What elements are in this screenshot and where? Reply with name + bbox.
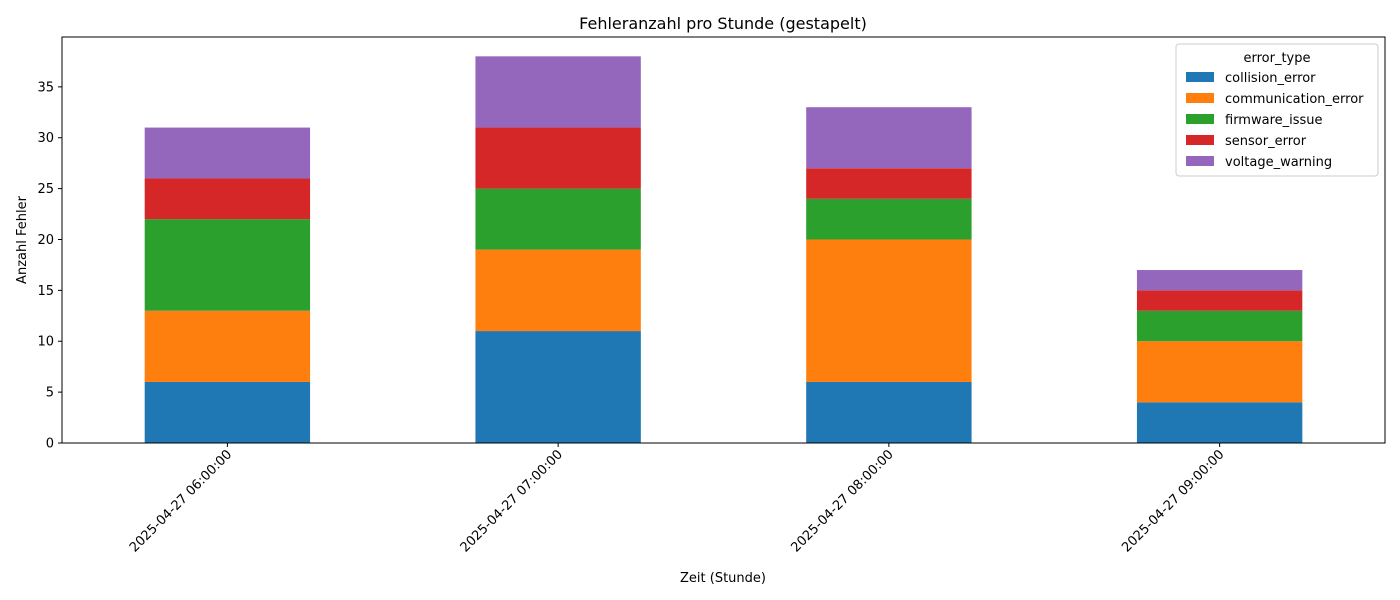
bar-segment-collision-error-1 xyxy=(475,331,641,443)
bar-segment-voltage-warning-0 xyxy=(144,127,311,179)
y-tick-label: 5 xyxy=(46,386,54,401)
legend-label-communication-error: communication_error xyxy=(1225,92,1364,107)
y-axis-label: Anzahl Fehler xyxy=(15,195,30,284)
x-tick-label: 2025-04-27 08:00:00 xyxy=(788,447,896,555)
y-tick-label: 20 xyxy=(37,233,54,248)
bar-segment-communication-error-1 xyxy=(475,249,641,332)
x-tick-label: 2025-04-27 06:00:00 xyxy=(127,447,235,555)
y-tick-label: 25 xyxy=(37,182,54,197)
legend-swatch-firmware-issue xyxy=(1186,114,1214,124)
bar-segment-sensor-error-1 xyxy=(475,127,641,189)
chart-title: Fehleranzahl pro Stunde (gestapelt) xyxy=(579,14,867,33)
legend-label-voltage-warning: voltage_warning xyxy=(1225,155,1332,170)
y-tick-label: 15 xyxy=(37,284,54,299)
bar-segment-sensor-error-3 xyxy=(1136,290,1303,311)
y-tick-label: 10 xyxy=(37,335,54,350)
legend-swatch-communication-error xyxy=(1186,93,1214,103)
bars-group xyxy=(144,56,1303,443)
bar-segment-voltage-warning-1 xyxy=(475,56,641,128)
legend-title: error_type xyxy=(1243,51,1310,66)
bar-segment-collision-error-3 xyxy=(1136,402,1303,443)
plot-frame xyxy=(61,36,1386,444)
x-axis: 2025-04-27 06:00:00 2025-04-27 07:00:00 20… xyxy=(127,443,1227,555)
legend-label-firmware-issue: firmware_issue xyxy=(1225,113,1323,128)
bar-segment-firmware-issue-3 xyxy=(1136,310,1303,342)
bar-segment-communication-error-2 xyxy=(806,239,972,382)
bar-segment-communication-error-3 xyxy=(1136,341,1303,403)
bar-segment-firmware-issue-0 xyxy=(144,219,311,311)
y-axis: 0 5 10 15 20 25 30 35 xyxy=(37,80,62,452)
bar-segment-sensor-error-0 xyxy=(144,178,311,220)
bar-segment-voltage-warning-3 xyxy=(1136,270,1303,291)
legend-label-sensor-error: sensor_error xyxy=(1225,134,1307,149)
bar-segment-voltage-warning-2 xyxy=(806,107,972,169)
x-tick-label: 2025-04-27 09:00:00 xyxy=(1119,447,1227,555)
bar-segment-firmware-issue-1 xyxy=(475,188,641,250)
bar-segment-collision-error-2 xyxy=(806,381,972,443)
y-tick-label: 0 xyxy=(46,437,54,452)
bar-segment-communication-error-0 xyxy=(144,310,311,382)
y-tick-label: 30 xyxy=(37,131,54,146)
bar-segment-collision-error-0 xyxy=(144,381,311,443)
legend-label-collision-error: collision_error xyxy=(1225,71,1316,86)
legend-swatch-collision-error xyxy=(1186,72,1214,82)
y-tick-label: 35 xyxy=(37,80,54,95)
legend: error_type collision_error communication_… xyxy=(1175,43,1379,177)
x-axis-label: Zeit (Stunde) xyxy=(680,571,766,586)
bar-segment-sensor-error-2 xyxy=(806,168,972,199)
bar-segment-firmware-issue-2 xyxy=(806,198,972,240)
legend-swatch-sensor-error xyxy=(1186,135,1214,145)
x-tick-label: 2025-04-27 07:00:00 xyxy=(458,447,566,555)
legend-frame xyxy=(1175,43,1379,177)
legend-swatch-voltage-warning xyxy=(1186,156,1214,166)
